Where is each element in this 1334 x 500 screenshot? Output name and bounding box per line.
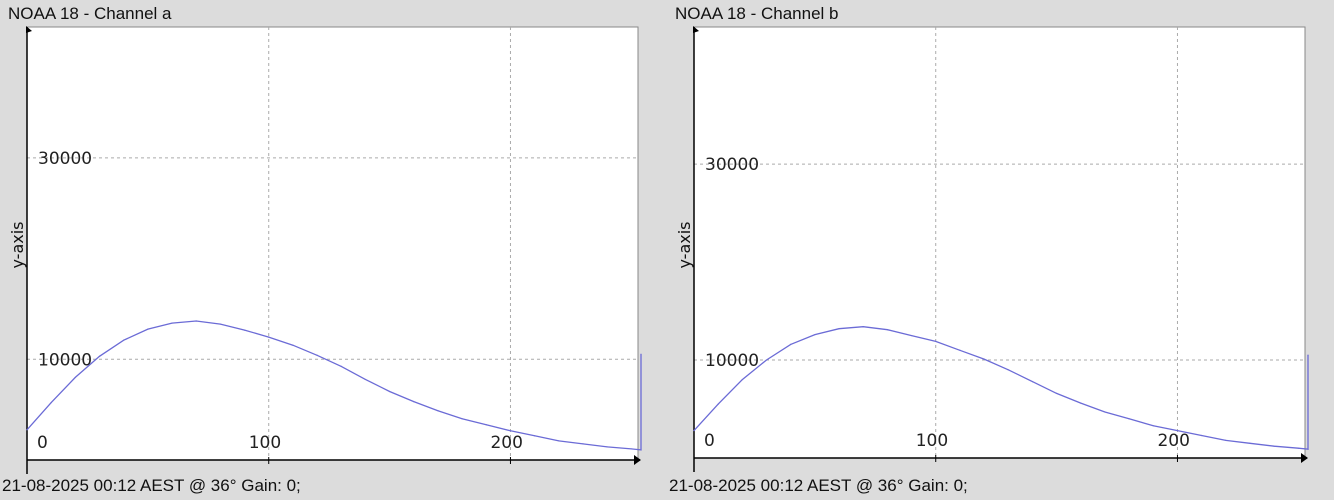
chart-svg: 0 100 200 10000 30000 y-axis bbox=[8, 26, 642, 474]
data-point bbox=[558, 440, 560, 442]
x-axis-arrow bbox=[1301, 453, 1308, 463]
data-point bbox=[910, 334, 913, 337]
y-tick-label: 30000 bbox=[705, 155, 759, 175]
plot-area bbox=[693, 26, 1306, 459]
data-point bbox=[1307, 448, 1309, 450]
data-series-line bbox=[693, 326, 1309, 450]
chart-title: NOAA 18 - Channel a bbox=[8, 4, 172, 23]
data-point bbox=[292, 344, 294, 346]
data-point bbox=[959, 349, 961, 351]
data-point bbox=[741, 379, 743, 381]
data-point bbox=[1249, 442, 1251, 444]
data-point bbox=[582, 443, 584, 445]
data-point bbox=[219, 323, 221, 325]
status-footer: 21-08-2025 00:12 AEST @ 36° Gain: 0; bbox=[2, 476, 301, 495]
data-point bbox=[1128, 418, 1130, 420]
x-tick-label: 200 bbox=[1157, 431, 1189, 451]
data-point bbox=[1297, 447, 1299, 449]
y-tick-label: 10000 bbox=[38, 350, 92, 370]
data-point bbox=[364, 378, 367, 381]
data-point bbox=[838, 328, 840, 330]
x-tick-label: 0 bbox=[37, 433, 48, 453]
data-point bbox=[1080, 402, 1082, 404]
data-point bbox=[935, 340, 937, 343]
data-point bbox=[437, 410, 439, 412]
chart-svg: 0 100 200 10000 30000 y-axis bbox=[675, 26, 1309, 472]
data-point bbox=[765, 359, 768, 361]
data-point bbox=[1104, 411, 1106, 413]
data-point bbox=[123, 339, 125, 341]
data-point bbox=[461, 418, 463, 420]
data-point bbox=[147, 328, 149, 330]
status-footer: 21-08-2025 00:12 AEST @ 36° Gain: 0; bbox=[669, 476, 968, 495]
data-point bbox=[886, 329, 888, 331]
data-point bbox=[1031, 380, 1034, 383]
y-tick-label: 30000 bbox=[38, 149, 92, 169]
data-point bbox=[171, 322, 173, 324]
data-point bbox=[1055, 392, 1058, 394]
data-point bbox=[862, 326, 864, 328]
data-point bbox=[1176, 429, 1179, 432]
data-point bbox=[1273, 445, 1275, 447]
y-axis-arrow bbox=[26, 26, 32, 33]
plot-area bbox=[26, 26, 639, 461]
data-point bbox=[534, 435, 536, 437]
chart-title: NOAA 18 - Channel b bbox=[675, 4, 839, 23]
data-point bbox=[340, 365, 342, 367]
data-point bbox=[814, 333, 816, 336]
x-tick-label: 100 bbox=[916, 431, 948, 451]
data-point bbox=[983, 358, 985, 360]
data-point bbox=[316, 354, 318, 356]
data-point bbox=[26, 429, 28, 431]
x-tick-label: 0 bbox=[704, 431, 715, 451]
x-tick-label: 100 bbox=[249, 433, 281, 453]
data-point bbox=[1225, 439, 1227, 441]
data-point bbox=[413, 400, 415, 403]
data-point bbox=[717, 403, 719, 405]
y-tick-label: 10000 bbox=[705, 351, 759, 371]
data-point bbox=[1201, 434, 1203, 437]
data-point bbox=[388, 390, 391, 393]
data-point bbox=[640, 449, 642, 451]
data-series-line bbox=[26, 320, 642, 451]
chart-panel-b: NOAA 18 - Channel b 0 100 200 10000 30000 y-a… bbox=[667, 0, 1334, 500]
y-axis-label: y-axis bbox=[8, 221, 27, 268]
data-point bbox=[630, 448, 632, 450]
data-point bbox=[268, 336, 270, 338]
data-point bbox=[790, 343, 792, 345]
data-point bbox=[509, 430, 512, 432]
data-point bbox=[693, 429, 695, 432]
x-axis-arrow bbox=[634, 455, 641, 465]
y-axis-arrow bbox=[693, 26, 699, 33]
chart-panel-a: NOAA 18 - Channel a 0 100 200 10000 30000 y-a… bbox=[2, 4, 642, 495]
data-point bbox=[485, 424, 487, 426]
data-point bbox=[98, 355, 101, 357]
data-point bbox=[50, 402, 52, 404]
data-point bbox=[606, 446, 608, 448]
data-point bbox=[1307, 354, 1309, 356]
data-point bbox=[243, 329, 246, 331]
data-point bbox=[1007, 369, 1009, 371]
data-point bbox=[74, 376, 76, 379]
data-point bbox=[195, 320, 197, 322]
x-tick-label: 200 bbox=[490, 433, 522, 453]
data-point bbox=[1152, 425, 1154, 427]
data-point bbox=[640, 353, 642, 355]
y-axis-label: y-axis bbox=[675, 221, 694, 268]
